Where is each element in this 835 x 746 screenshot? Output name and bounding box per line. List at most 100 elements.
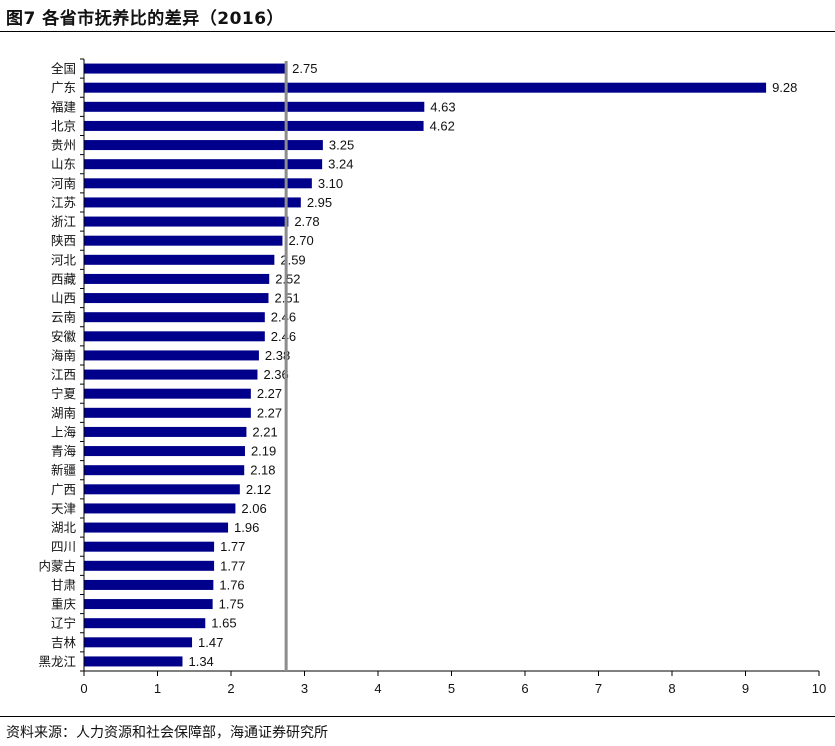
category-label: 江西 (51, 367, 76, 382)
category-label: 河南 (51, 176, 76, 191)
category-label: 西藏 (51, 271, 77, 286)
x-tick-label: 6 (521, 681, 528, 696)
data-label: 2.06 (241, 501, 266, 516)
x-tick-label: 1 (154, 681, 161, 696)
data-label: 1.65 (211, 616, 236, 631)
data-label: 1.77 (220, 558, 245, 573)
data-label: 2.12 (246, 482, 271, 497)
category-label: 宁夏 (51, 386, 77, 401)
data-label: 1.75 (219, 597, 244, 612)
category-label: 河北 (51, 252, 77, 267)
data-label: 2.18 (250, 463, 275, 478)
bar (84, 216, 289, 227)
x-tick-label: 10 (812, 681, 826, 696)
data-label: 1.34 (188, 654, 213, 669)
data-label: 2.78 (294, 214, 319, 229)
data-label: 4.63 (430, 99, 455, 114)
bar (84, 484, 240, 495)
data-label: 1.77 (220, 539, 245, 554)
bar (84, 235, 283, 246)
category-label: 青海 (51, 444, 77, 459)
data-label: 2.52 (275, 271, 300, 286)
data-label: 2.27 (257, 405, 282, 420)
x-tick-label: 0 (80, 681, 87, 696)
bar (84, 82, 767, 93)
category-label: 山东 (51, 157, 76, 172)
bar (84, 579, 214, 590)
category-label: 广西 (51, 482, 76, 497)
category-label: 陕西 (51, 233, 76, 248)
bar (84, 407, 251, 418)
data-label: 2.46 (271, 310, 296, 325)
category-label: 浙江 (51, 214, 76, 229)
bar (84, 522, 229, 533)
bar (84, 120, 424, 131)
category-label: 新疆 (51, 463, 76, 478)
data-label: 3.25 (329, 138, 354, 153)
category-label: 北京 (51, 118, 76, 133)
bar (84, 273, 270, 284)
data-label: 2.19 (251, 444, 276, 459)
data-label: 2.38 (265, 348, 290, 363)
bar (84, 254, 275, 265)
source-note: 资料来源：人力资源和社会保障部，海通证券研究所 (6, 725, 328, 741)
data-label: 9.28 (772, 80, 797, 95)
bar (84, 426, 247, 437)
x-tick-label: 9 (742, 681, 749, 696)
bar (84, 541, 215, 552)
data-label: 2.46 (271, 329, 296, 344)
data-label: 2.27 (257, 386, 282, 401)
data-label: 1.47 (198, 635, 223, 650)
bar (84, 560, 215, 571)
category-label: 云南 (51, 310, 76, 325)
category-label: 天津 (51, 501, 76, 516)
x-tick-label: 5 (448, 681, 455, 696)
bar (84, 446, 245, 457)
data-label: 3.10 (318, 176, 343, 191)
bar (84, 350, 259, 361)
category-label: 广东 (51, 80, 76, 95)
data-label: 2.95 (307, 195, 332, 210)
bar (84, 101, 425, 112)
bar (84, 637, 193, 648)
bar (84, 159, 323, 170)
category-label: 海南 (51, 348, 76, 363)
x-tick-label: 2 (227, 681, 234, 696)
category-label: 全国 (51, 61, 76, 76)
bar (84, 599, 213, 610)
category-label: 重庆 (51, 597, 77, 612)
source-divider (0, 716, 835, 717)
chart-title: 图7 各省市抚养比的差异（2016） (6, 9, 285, 29)
data-label: 4.62 (430, 118, 455, 133)
x-tick-label: 4 (374, 681, 381, 696)
category-label: 内蒙古 (38, 558, 76, 573)
bar (84, 388, 251, 399)
data-label: 2.75 (292, 61, 317, 76)
category-label: 甘肃 (51, 577, 76, 592)
data-label: 3.24 (328, 157, 353, 172)
bar (84, 197, 301, 208)
bar (84, 331, 265, 342)
data-label: 2.21 (252, 424, 277, 439)
data-label: 1.96 (234, 520, 259, 535)
category-label: 山西 (51, 291, 76, 306)
bar (84, 140, 323, 151)
category-label: 福建 (51, 99, 77, 114)
data-label: 2.59 (280, 252, 305, 267)
category-label: 四川 (51, 539, 76, 554)
bar (84, 465, 245, 476)
title-divider (0, 31, 835, 32)
category-label: 辽宁 (51, 616, 76, 631)
category-label: 贵州 (51, 138, 76, 153)
data-label: 2.70 (288, 233, 313, 248)
x-tick-label: 7 (595, 681, 602, 696)
bar (84, 369, 258, 380)
category-label: 黑龙江 (38, 654, 76, 669)
bar (84, 63, 287, 74)
bar (84, 618, 206, 629)
x-tick-label: 8 (668, 681, 675, 696)
x-tick-label: 3 (301, 681, 308, 696)
category-label: 江苏 (51, 195, 76, 210)
bar (84, 178, 312, 189)
